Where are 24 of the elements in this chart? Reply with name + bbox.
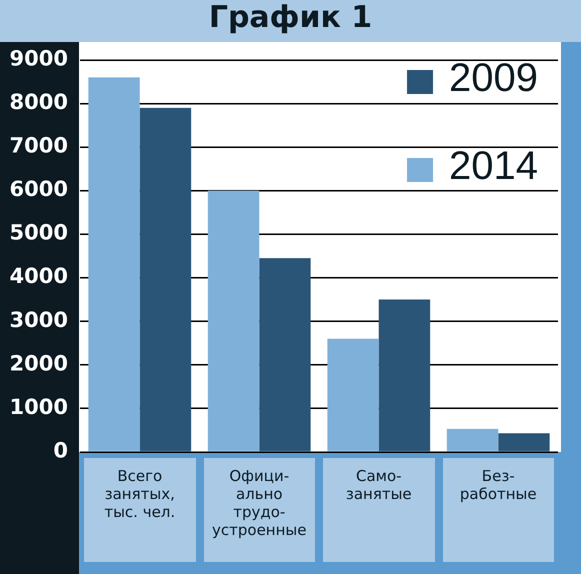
bar (498, 433, 550, 452)
legend-label: 2014 (449, 144, 538, 188)
bar (259, 258, 311, 452)
bar (327, 338, 379, 452)
y-tick-label: 5000 (10, 220, 68, 245)
y-tick-label: 8000 (10, 90, 68, 114)
legend-label: 2009 (449, 56, 538, 100)
x-tick-label: Всего занятых, тыс. чел. (104, 466, 176, 521)
y-tick-label: 6000 (10, 177, 68, 202)
x-tick-label: Офици- ально трудо- устроенные (212, 466, 306, 539)
bar (446, 428, 498, 452)
y-tick-label: 4000 (10, 264, 68, 288)
bar (378, 300, 430, 452)
x-tick-label: Без- работные (460, 466, 537, 503)
bar (140, 108, 192, 452)
y-tick-label: 7000 (10, 134, 68, 158)
y-tick-label: 2000 (10, 351, 68, 376)
bar (88, 77, 140, 452)
y-tick-label: 1000 (10, 394, 68, 419)
y-tick-label: 0 (53, 438, 68, 462)
x-tick-label: Само- занятые (346, 466, 412, 503)
y-tick-label: 3000 (10, 308, 68, 332)
bar (208, 190, 260, 452)
y-tick-label: 9000 (10, 46, 68, 70)
